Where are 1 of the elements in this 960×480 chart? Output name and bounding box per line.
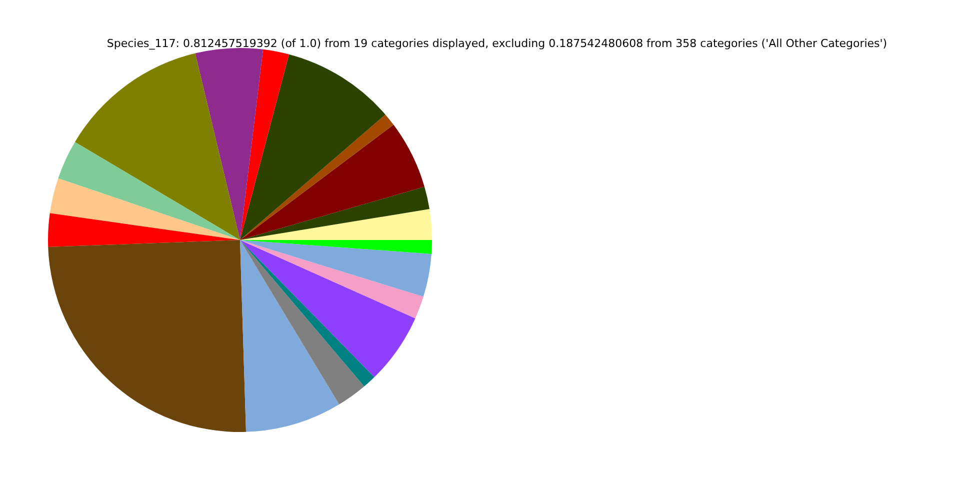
text: Species_117: 0.812457519392 (of 1.0) from 19 categories displayed, excluding 0.187542480608 from 358 categories ('All Other Categories') [106, 37, 888, 50]
